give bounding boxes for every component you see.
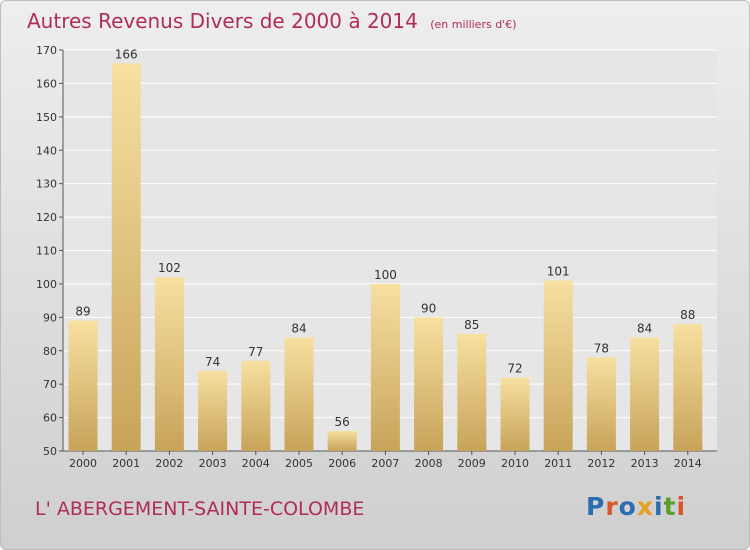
bar — [586, 357, 616, 451]
y-tick-label: 150 — [36, 111, 57, 124]
y-tick-label: 160 — [36, 77, 57, 90]
x-tick-label: 2011 — [544, 457, 572, 470]
x-tick-label: 2003 — [199, 457, 227, 470]
x-tick-label: 2007 — [371, 457, 399, 470]
x-tick-label: 2005 — [285, 457, 313, 470]
logo-letter: t — [663, 492, 677, 521]
y-tick-label: 120 — [36, 211, 57, 224]
axes: 50 60 70 80 90 100 110 120 130 140 150 160 170 2000 20… — [36, 44, 717, 470]
x-tick-label: 2014 — [674, 457, 702, 470]
bar — [543, 280, 573, 451]
x-tick-label: 2010 — [501, 457, 529, 470]
data-label: 56 — [335, 415, 350, 429]
y-tick-label: 140 — [36, 144, 57, 157]
x-tick-label: 2000 — [69, 457, 97, 470]
bar — [111, 63, 141, 451]
bar — [630, 337, 660, 451]
logo-letter: x — [636, 492, 654, 521]
logo-letter: o — [618, 492, 637, 521]
x-tick-label: 2002 — [155, 457, 183, 470]
x-tick-label: 2001 — [112, 457, 140, 470]
logo-letter: i — [654, 492, 664, 521]
y-tick-label: 60 — [43, 412, 57, 425]
y-tick-label: 90 — [43, 311, 57, 324]
data-label: 84 — [291, 321, 306, 335]
y-tick-label: 70 — [43, 378, 57, 391]
data-label: 78 — [594, 341, 609, 355]
data-label: 100 — [374, 268, 397, 282]
logo-letter: P — [586, 492, 606, 521]
logo-letter: r — [605, 492, 619, 521]
data-labels: 89 166 102 74 77 84 56 100 90 85 72 101 78 84 88 — [75, 47, 695, 429]
x-tick-label: 2004 — [242, 457, 270, 470]
title-text: Autres Revenus Divers de 2000 à 2014 — [27, 9, 418, 33]
bar — [673, 324, 703, 451]
data-label: 166 — [115, 47, 138, 61]
y-tick-label: 100 — [36, 278, 57, 291]
x-tick-label: 2013 — [631, 457, 659, 470]
y-tick-label: 130 — [36, 178, 57, 191]
bar — [457, 334, 487, 451]
commune-name: L' ABERGEMENT-SAINTE-COLOMBE — [35, 498, 365, 520]
data-label: 88 — [680, 308, 695, 322]
bar — [198, 370, 228, 451]
y-tick-label: 110 — [36, 245, 57, 258]
data-label: 74 — [205, 355, 220, 369]
data-label: 77 — [248, 345, 263, 359]
data-label: 101 — [547, 265, 570, 279]
x-tick-label: 2009 — [458, 457, 486, 470]
bar — [414, 317, 444, 451]
logo-letter: i — [676, 492, 687, 521]
bars — [68, 63, 703, 451]
unit-note: (en milliers d'€) — [430, 18, 517, 31]
x-tick-label: 2006 — [328, 457, 356, 470]
data-label: 90 — [421, 301, 436, 315]
bar — [370, 283, 400, 451]
y-tick-label: 50 — [43, 445, 57, 458]
x-tick-label: 2012 — [587, 457, 615, 470]
x-tick-label: 2008 — [415, 457, 443, 470]
bar — [68, 320, 98, 451]
y-tick-label: 170 — [36, 44, 57, 57]
data-label: 84 — [637, 321, 652, 335]
data-label: 85 — [464, 318, 479, 332]
data-label: 72 — [507, 361, 522, 375]
data-label: 102 — [158, 261, 181, 275]
chart-title: Autres Revenus Divers de 2000 à 2014 (en… — [27, 9, 517, 33]
bar — [500, 377, 530, 451]
bar — [154, 277, 184, 451]
proxiti-logo: Proxiti — [586, 492, 686, 521]
bar — [241, 360, 271, 451]
y-tick-label: 80 — [43, 345, 57, 358]
data-label: 89 — [75, 305, 90, 319]
bar — [284, 337, 314, 451]
bar — [327, 430, 357, 451]
